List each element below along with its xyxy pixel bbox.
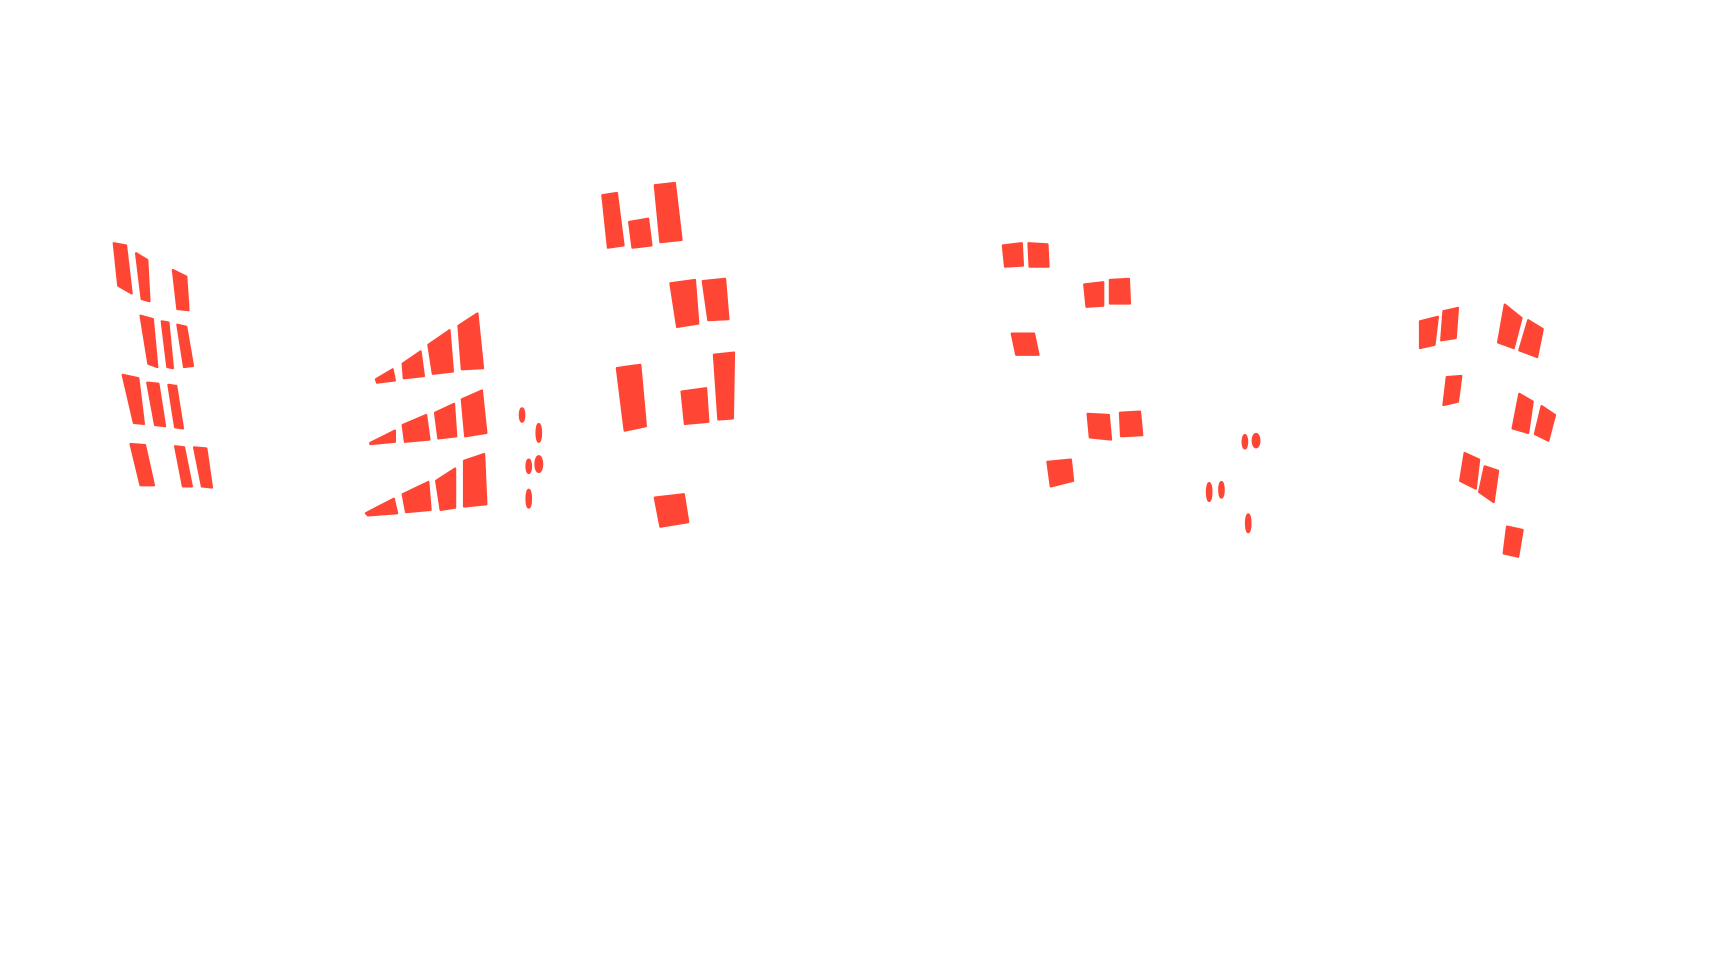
window-region (1244, 513, 1252, 534)
window-region (1496, 303, 1523, 350)
window-region (401, 480, 432, 514)
window-region (139, 314, 159, 369)
window-region (535, 422, 543, 443)
window-region (460, 389, 488, 438)
window-region (1108, 277, 1132, 305)
window-region (369, 429, 396, 446)
window-region (134, 252, 151, 303)
window-region (401, 350, 425, 380)
window-region (1218, 480, 1225, 499)
window-region (1251, 432, 1261, 449)
building-third-windows (601, 181, 736, 528)
window-region (1046, 458, 1075, 488)
window-region (1010, 332, 1040, 356)
window-region (525, 488, 533, 509)
building-left-windows (112, 242, 214, 489)
window-region (457, 312, 485, 371)
window-region (192, 446, 214, 489)
window-region (364, 497, 399, 517)
window-region (1518, 319, 1544, 359)
window-region (1083, 281, 1105, 308)
window-region (174, 445, 193, 488)
window-region (129, 442, 156, 487)
window-region (427, 329, 455, 375)
window-region (1241, 433, 1249, 450)
window-region (1442, 374, 1463, 407)
window-region (680, 387, 710, 426)
window-region (1118, 410, 1144, 438)
window-region (1027, 242, 1050, 268)
window-region (374, 368, 396, 384)
window-region (601, 191, 625, 249)
window-region (1418, 315, 1439, 350)
window-region (146, 381, 167, 428)
window-region (1205, 481, 1213, 503)
window-region (1502, 525, 1524, 558)
window-region (435, 467, 457, 511)
window-region (1001, 242, 1025, 268)
window-region (1511, 392, 1534, 434)
window-region (176, 323, 195, 369)
window-region (712, 351, 736, 421)
window-region (167, 383, 185, 430)
window-region (1086, 412, 1113, 441)
window-region (534, 455, 544, 474)
window-region (518, 407, 526, 423)
window-region (653, 181, 683, 244)
window-region (701, 277, 730, 322)
window-region (615, 363, 647, 432)
window-region (433, 402, 458, 440)
window-region (669, 278, 700, 329)
window-region (525, 458, 533, 475)
window-region (462, 452, 488, 508)
window-region (121, 373, 146, 426)
window-region (171, 268, 190, 312)
window-region (401, 413, 431, 443)
window-region (1478, 465, 1500, 504)
window-region (160, 320, 175, 370)
window-region (1459, 451, 1481, 490)
window-region (653, 493, 690, 528)
building-second-windows (364, 312, 544, 517)
window-region (112, 242, 133, 295)
window-region (1440, 306, 1460, 342)
window-region (628, 217, 653, 249)
building-fourth-windows (1001, 242, 1261, 534)
window-region (1533, 404, 1557, 442)
building-right-windows (1418, 303, 1557, 558)
